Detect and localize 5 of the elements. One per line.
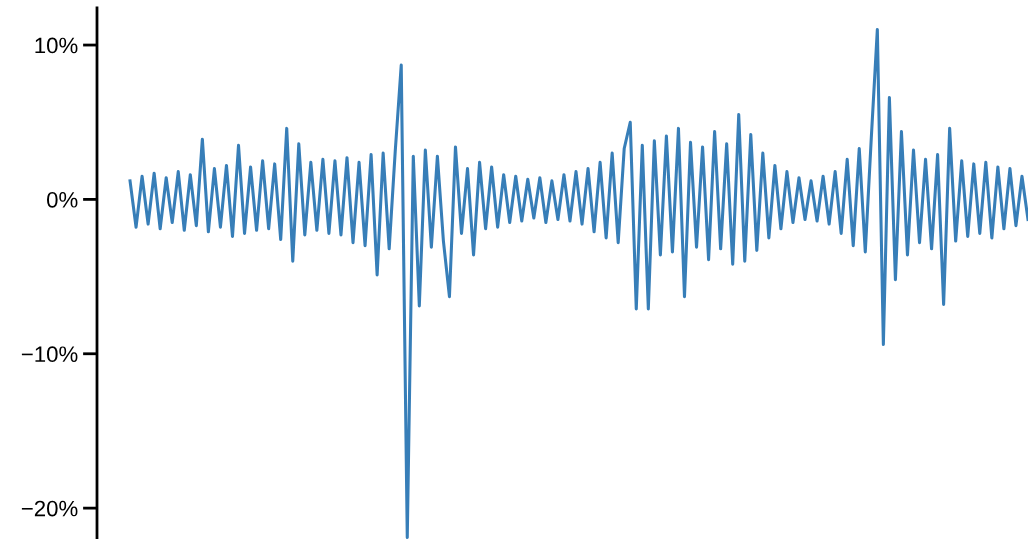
line-series [128, 28, 1028, 539]
y-tick-label: 10% [35, 37, 78, 54]
y-tick-label: 0% [47, 191, 78, 208]
y-tick-label: −10% [21, 346, 78, 363]
y-tick-label: −20% [21, 500, 78, 517]
